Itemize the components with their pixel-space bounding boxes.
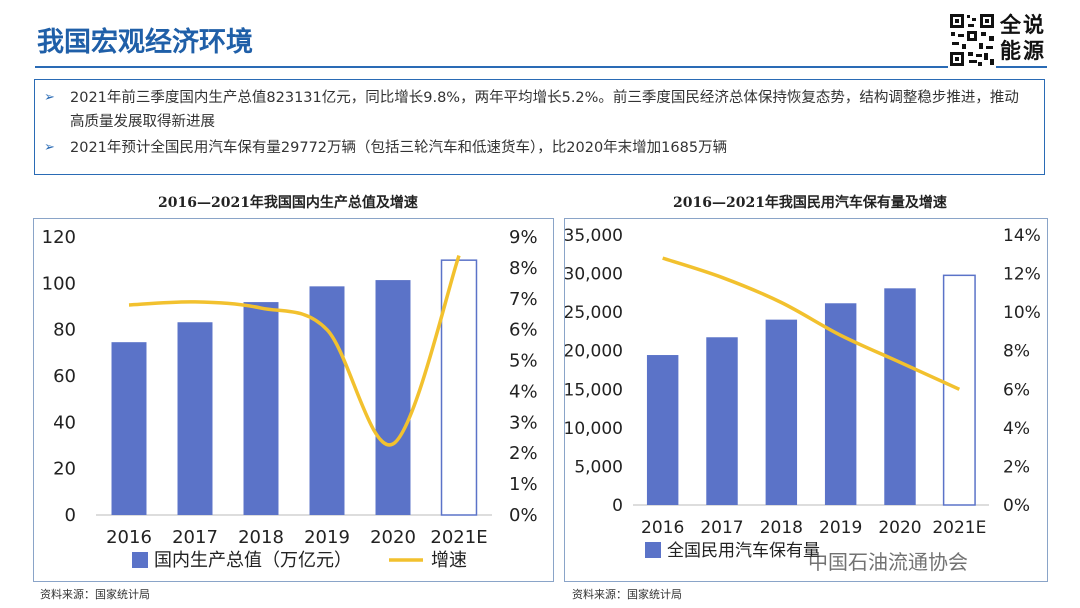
y2-tick-label: 2%	[509, 443, 538, 464]
chart-title-gdp: 2016—2021年我国国内生产总值及增速	[158, 195, 418, 211]
bar	[942, 274, 976, 506]
y2-tick-label: 4%	[1003, 419, 1030, 439]
chart-panel-gdp: 0 20 40 60 80 100 120 0% 1% 2% 3% 4% 5% 6% 7% 8% 9% 2016 2…	[33, 218, 554, 582]
gdp-chart: 0 20 40 60 80 100 120 0% 1% 2% 3% 4% 5% 6% 7% 8% 9% 2016 2…	[42, 227, 538, 571]
y2-tick-label: 8%	[1003, 342, 1030, 362]
x-tick-label: 2020	[878, 518, 921, 538]
y-tick-label: 25,000	[565, 303, 623, 323]
y2-tick-label: 5%	[509, 351, 538, 372]
brand-logo: 全说 能源	[948, 12, 1048, 70]
y2-tick-label: 10%	[1003, 303, 1041, 323]
legend-label: 增速	[431, 550, 467, 571]
y-tick-label: 0	[65, 505, 76, 526]
bar	[706, 337, 738, 505]
y2-tick-label: 9%	[509, 227, 538, 248]
y2-tick-label: 1%	[509, 474, 538, 495]
y-tick-label: 15,000	[565, 380, 623, 400]
y2-tick-label: 6%	[509, 320, 538, 341]
bar	[646, 355, 679, 505]
legend-label: 国内生产总值（万亿元）	[154, 550, 352, 571]
logo-line-2: 能源	[1000, 38, 1046, 63]
y2-tick-label: 0%	[509, 505, 538, 526]
source-note-vehicles: 资料来源：国家统计局	[572, 588, 682, 601]
y-tick-label: 10,000	[565, 419, 623, 439]
bar	[177, 322, 213, 515]
chart-title-vehicles: 2016—2021年我国民用汽车保有量及增速	[673, 195, 947, 211]
y2-tick-label: 14%	[1003, 226, 1041, 246]
logo-line-1: 全说	[1000, 12, 1046, 37]
y2-tick-label: 12%	[1003, 265, 1041, 285]
watermark: 中国石油流通协会	[808, 550, 968, 574]
title-divider	[35, 66, 1047, 68]
page-title: 我国宏观经济环境	[37, 27, 253, 58]
y2-tick-label: 4%	[509, 381, 538, 402]
x-tick-label: 2019	[304, 527, 350, 548]
legend-bar-swatch	[132, 552, 148, 568]
x-tick-label: 2020	[370, 527, 416, 548]
logo-wordmark: 全说 能源	[1000, 12, 1048, 64]
y2-tick-label: 7%	[509, 289, 538, 310]
legend-bar-swatch	[645, 542, 661, 558]
x-tick-label: 2016	[106, 527, 152, 548]
x-tick-label: 2016	[641, 518, 684, 538]
qr-code-icon	[948, 12, 996, 68]
y2-tick-label: 0%	[1003, 496, 1030, 516]
source-note-gdp: 资料来源：国家统计局	[40, 588, 150, 601]
y2-tick-label: 6%	[1003, 380, 1030, 400]
y-tick-label: 35,000	[565, 226, 623, 246]
bullet-text: 2021年预计全国民用汽车保有量29772万辆（包括三轮汽车和低速货车），比20…	[70, 140, 728, 156]
bar	[765, 319, 798, 505]
y-tick-label: 100	[42, 273, 76, 294]
y2-tick-label: 8%	[509, 258, 538, 279]
bar	[440, 259, 478, 516]
x-tick-label: 2018	[760, 518, 803, 538]
bar	[375, 280, 411, 515]
y-tick-label: 120	[42, 227, 76, 248]
bar	[309, 286, 345, 515]
bar	[243, 302, 279, 515]
x-tick-label: 2017	[172, 527, 218, 548]
bullet-arrow-icon: ➢	[44, 140, 55, 155]
series-line	[128, 254, 461, 447]
x-tick-label: 2018	[238, 527, 284, 548]
y-tick-label: 5,000	[574, 457, 623, 477]
summary-box: ➢ 2021年前三季度国内生产总值823131亿元，同比增长9.8%，两年平均增…	[34, 79, 1045, 175]
x-tick-label: 2021E	[932, 518, 986, 538]
bullet-text: 2021年前三季度国内生产总值823131亿元，同比增长9.8%，两年平均增长5…	[70, 90, 1019, 130]
y-tick-label: 30,000	[565, 265, 623, 285]
chart-panel-vehicles: 0 5,000 10,000 15,000 20,000 25,000 30,000 35,0…	[564, 218, 1048, 582]
x-tick-label: 2019	[819, 518, 862, 538]
y2-tick-label: 2%	[1003, 457, 1030, 477]
vehicles-chart: 0 5,000 10,000 15,000 20,000 25,000 30,000 35,0…	[564, 226, 1041, 561]
y-tick-label: 80	[53, 320, 76, 341]
legend-label: 全国民用汽车保有量	[667, 541, 820, 561]
y-tick-label: 20,000	[565, 342, 623, 362]
y-tick-label: 40	[53, 412, 76, 433]
x-tick-label: 2017	[700, 518, 743, 538]
bullet-arrow-icon: ➢	[44, 90, 55, 105]
summary-bullet: ➢ 2021年预计全国民用汽车保有量29772万辆（包括三轮汽车和低速货车），比…	[44, 136, 1032, 160]
y-tick-label: 0	[612, 496, 623, 516]
y2-tick-label: 3%	[509, 412, 538, 433]
series-line	[662, 256, 961, 391]
y-tick-label: 20	[53, 459, 76, 480]
summary-bullet: ➢ 2021年前三季度国内生产总值823131亿元，同比增长9.8%，两年平均增…	[44, 86, 1032, 134]
bar	[884, 288, 916, 505]
x-tick-label: 2021E	[430, 527, 487, 548]
y-tick-label: 60	[53, 366, 76, 387]
bar	[111, 342, 147, 515]
